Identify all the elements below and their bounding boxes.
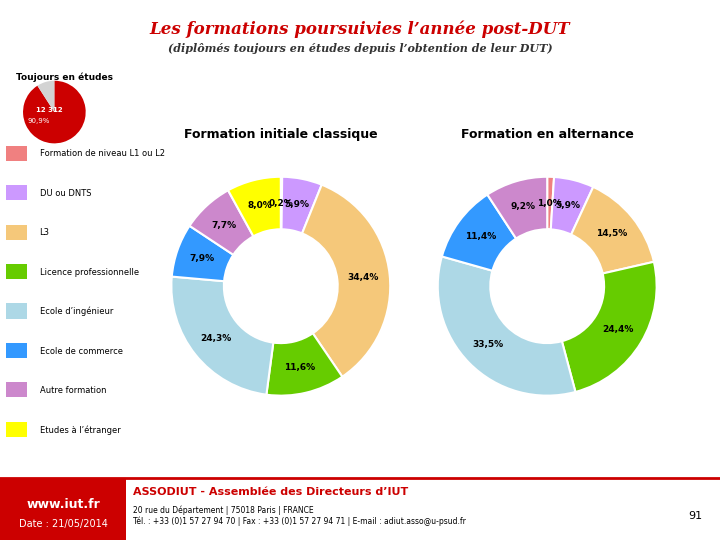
- Text: L3: L3: [40, 228, 50, 237]
- Text: (diplômés toujours en études depuis l’obtention de leur DUT): (diplômés toujours en études depuis l’ob…: [168, 43, 552, 54]
- Wedge shape: [547, 177, 554, 230]
- Text: 8,0%: 8,0%: [248, 201, 272, 210]
- Wedge shape: [189, 190, 253, 255]
- Text: Toujours en études: Toujours en études: [16, 73, 113, 83]
- Text: 91: 91: [688, 511, 702, 521]
- Wedge shape: [171, 276, 274, 395]
- Text: Ecole d’ingénieur: Ecole d’ingénieur: [40, 307, 113, 316]
- Text: 5,9%: 5,9%: [555, 201, 580, 210]
- Wedge shape: [442, 194, 516, 271]
- Title: Formation en alternance: Formation en alternance: [461, 129, 634, 141]
- Text: DU ou DNTS: DU ou DNTS: [40, 189, 91, 198]
- Text: Ecole de commerce: Ecole de commerce: [40, 347, 122, 355]
- Wedge shape: [228, 177, 281, 237]
- Text: ASSODIUT - Assemblée des Directeurs d’IUT: ASSODIUT - Assemblée des Directeurs d’IU…: [133, 488, 408, 497]
- Text: 34,4%: 34,4%: [348, 273, 379, 282]
- Text: 5,9%: 5,9%: [284, 200, 310, 209]
- Wedge shape: [37, 80, 55, 112]
- Text: Les formations poursuivies l’année post-DUT: Les formations poursuivies l’année post-…: [150, 21, 570, 38]
- Wedge shape: [571, 187, 654, 274]
- Wedge shape: [487, 177, 547, 239]
- Wedge shape: [302, 185, 390, 377]
- Text: 11,6%: 11,6%: [284, 363, 315, 372]
- Text: 7,7%: 7,7%: [212, 220, 237, 230]
- Text: 33,5%: 33,5%: [472, 340, 503, 349]
- Wedge shape: [266, 333, 342, 396]
- Text: 14,5%: 14,5%: [596, 230, 627, 238]
- Wedge shape: [438, 256, 575, 396]
- Text: Date : 21/05/2014: Date : 21/05/2014: [19, 519, 108, 529]
- Text: 12 312: 12 312: [36, 107, 63, 113]
- Text: Autre formation: Autre formation: [40, 386, 106, 395]
- Text: 20 rue du Département | 75018 Paris | FRANCE
Tél. : +33 (0)1 57 27 94 70 | Fax :: 20 rue du Département | 75018 Paris | FR…: [133, 505, 466, 526]
- Text: 7,9%: 7,9%: [189, 254, 215, 264]
- Text: 24,4%: 24,4%: [603, 325, 634, 334]
- Wedge shape: [281, 177, 282, 230]
- Text: 90,9%: 90,9%: [27, 118, 50, 124]
- Text: Formation de niveau L1 ou L2: Formation de niveau L1 ou L2: [40, 150, 165, 158]
- Text: Etudes à l’étranger: Etudes à l’étranger: [40, 425, 120, 435]
- Wedge shape: [172, 226, 233, 281]
- Text: www.iut.fr: www.iut.fr: [27, 498, 100, 511]
- Text: 1,0%: 1,0%: [537, 199, 562, 207]
- Text: 9,2%: 9,2%: [511, 202, 536, 211]
- Wedge shape: [562, 262, 657, 392]
- Text: 0,2%: 0,2%: [269, 199, 294, 207]
- Wedge shape: [551, 177, 593, 234]
- Text: 11,4%: 11,4%: [464, 232, 496, 241]
- Text: Licence professionnelle: Licence professionnelle: [40, 268, 139, 276]
- Text: 24,3%: 24,3%: [200, 334, 232, 343]
- Title: Formation initiale classique: Formation initiale classique: [184, 129, 377, 141]
- Wedge shape: [282, 177, 322, 233]
- Wedge shape: [23, 80, 86, 143]
